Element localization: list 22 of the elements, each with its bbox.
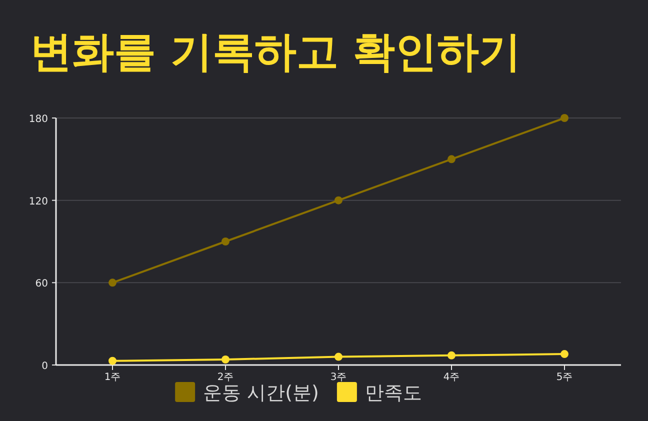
point [560, 114, 568, 122]
point [222, 238, 230, 246]
point [448, 351, 456, 360]
point [448, 155, 456, 164]
point [560, 350, 568, 358]
y-tick-label: 0 [42, 361, 48, 372]
y-tick-label: 180 [28, 114, 48, 125]
x-tick-label: 5주 [556, 372, 573, 383]
point [334, 352, 342, 361]
point [108, 356, 116, 365]
legend-label: 만족도 [364, 382, 422, 404]
x-tick-label: 3주 [330, 372, 347, 383]
chart-title: 변화를 기록하고 확인하기 [30, 27, 522, 76]
legend-label: 운동 시간(분) [203, 382, 319, 404]
x-tick-label: 2주 [217, 372, 234, 383]
y-tick-label: 120 [28, 196, 48, 208]
point [222, 356, 230, 364]
point [108, 278, 116, 287]
x-tick-label: 4주 [443, 372, 460, 383]
y-tick-label: 60 [35, 278, 48, 290]
point [334, 196, 342, 204]
x-tick-label: 1주 [104, 372, 121, 383]
